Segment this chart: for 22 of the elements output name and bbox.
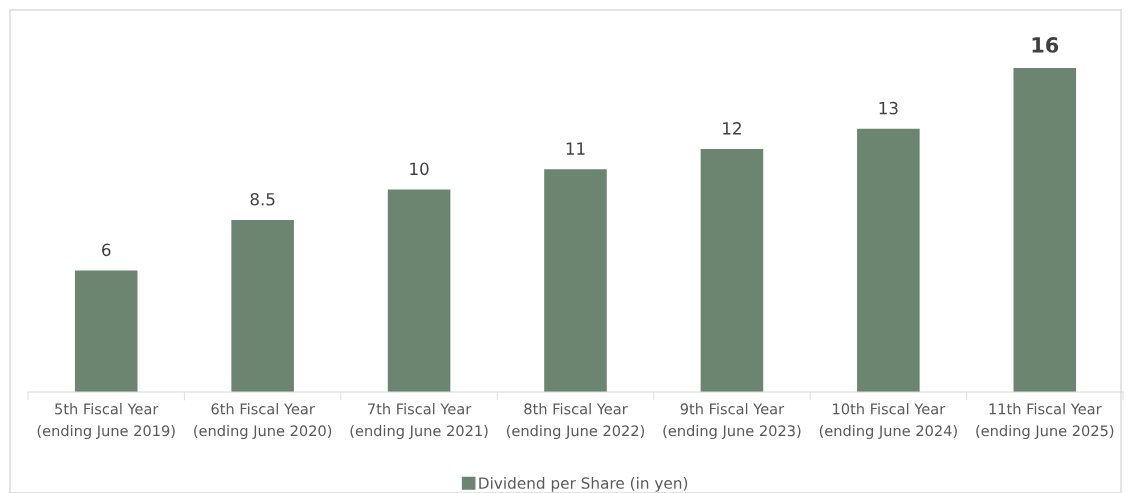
- bar: [231, 219, 294, 392]
- x-tick-label: 11th Fiscal Year (ending June 2025): [976, 403, 1114, 440]
- bar: [857, 128, 920, 392]
- bar: [387, 189, 451, 392]
- x-tick-label: 9th Fiscal Year (ending June 2023): [663, 403, 801, 440]
- data-label: 8.5: [250, 192, 275, 206]
- x-tick-label: 5th Fiscal Year (ending June 2019): [37, 403, 175, 440]
- data-label: 13: [879, 101, 898, 115]
- x-tick-label: 6th Fiscal Year (ending June 2020): [194, 403, 332, 440]
- data-label: 12: [723, 122, 741, 135]
- x-tick-label: 10th Fiscal Year (ending June 2024): [819, 403, 957, 440]
- data-label: 16: [1032, 37, 1059, 53]
- legend-label: Dividend per Share (in yen): [479, 477, 688, 492]
- bar: [74, 270, 138, 392]
- data-label: 10: [410, 162, 429, 176]
- x-tick-label: 8th Fiscal Year (ending June 2022): [506, 403, 645, 440]
- x-tick-label: 7th Fiscal Year (ending June 2021): [350, 403, 488, 440]
- bar: [700, 149, 764, 392]
- data-label: 6: [102, 243, 111, 257]
- bar: [1013, 68, 1077, 392]
- bar: [544, 169, 607, 392]
- data-label: 11: [566, 142, 585, 155]
